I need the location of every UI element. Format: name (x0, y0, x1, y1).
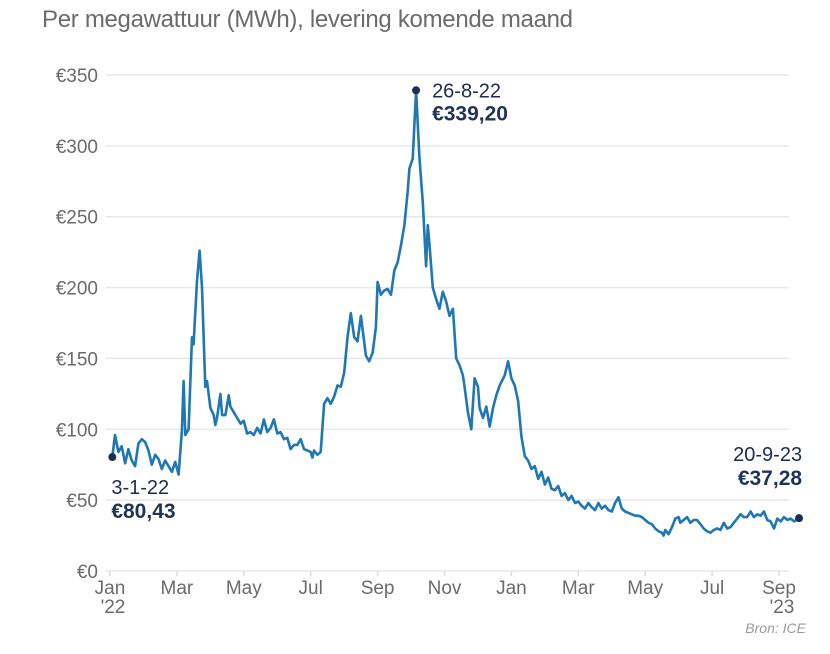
series-line (111, 89, 801, 537)
annotation-date: 20-9-23 (733, 444, 802, 466)
annotation-value: €80,43 (111, 500, 175, 523)
x-tick-label: Jan (95, 578, 126, 599)
series-layer (111, 89, 801, 537)
source-note: Bron: ICE (745, 620, 806, 636)
annotation-date: 3-1-22 (111, 477, 169, 499)
annotation-marker (795, 514, 804, 523)
x-tick-label: Mar (161, 578, 194, 599)
y-tick-label: €150 (56, 349, 98, 370)
y-tick-label: €300 (56, 137, 98, 158)
y-tick-label: €100 (56, 420, 98, 441)
x-tick-label: Jul (700, 578, 724, 599)
x-tick-label: May (627, 578, 663, 599)
y-tick-label: €350 (56, 66, 98, 87)
gridlines (106, 74, 789, 572)
x-tick-label: Jan (496, 578, 527, 599)
x-tick-label: Mar (562, 578, 595, 599)
annotations: 3-1-22€80,43 26-8-22€339,20 20-9-23€37,28 (108, 80, 804, 523)
annotation-value: €37,28 (738, 467, 803, 490)
chart-subtitle: Per megawattuur (MWh), levering komende … (42, 6, 573, 33)
annotation-marker (108, 453, 117, 462)
y-tick-label: €250 (56, 208, 98, 229)
y-tick-label: €50 (66, 491, 98, 512)
x-tick-label: Sep (762, 578, 796, 599)
annotation-value: €339,20 (432, 102, 508, 125)
y-axis-labels: €0 €50 €100 €150 €200 €250 €300 €350 (56, 66, 98, 583)
x-tick-label: Sep (361, 578, 395, 599)
x-tick-year-label: '23 (770, 597, 795, 618)
annotation-date: 26-8-22 (432, 80, 501, 102)
x-tick-label: May (226, 578, 262, 599)
x-tick-label: Jul (299, 578, 323, 599)
x-tick-year-label: '22 (101, 597, 126, 618)
y-tick-label: €0 (77, 562, 98, 583)
y-tick-label: €200 (56, 279, 98, 300)
x-tick-label: Nov (428, 578, 462, 599)
annotation-marker (412, 86, 421, 95)
